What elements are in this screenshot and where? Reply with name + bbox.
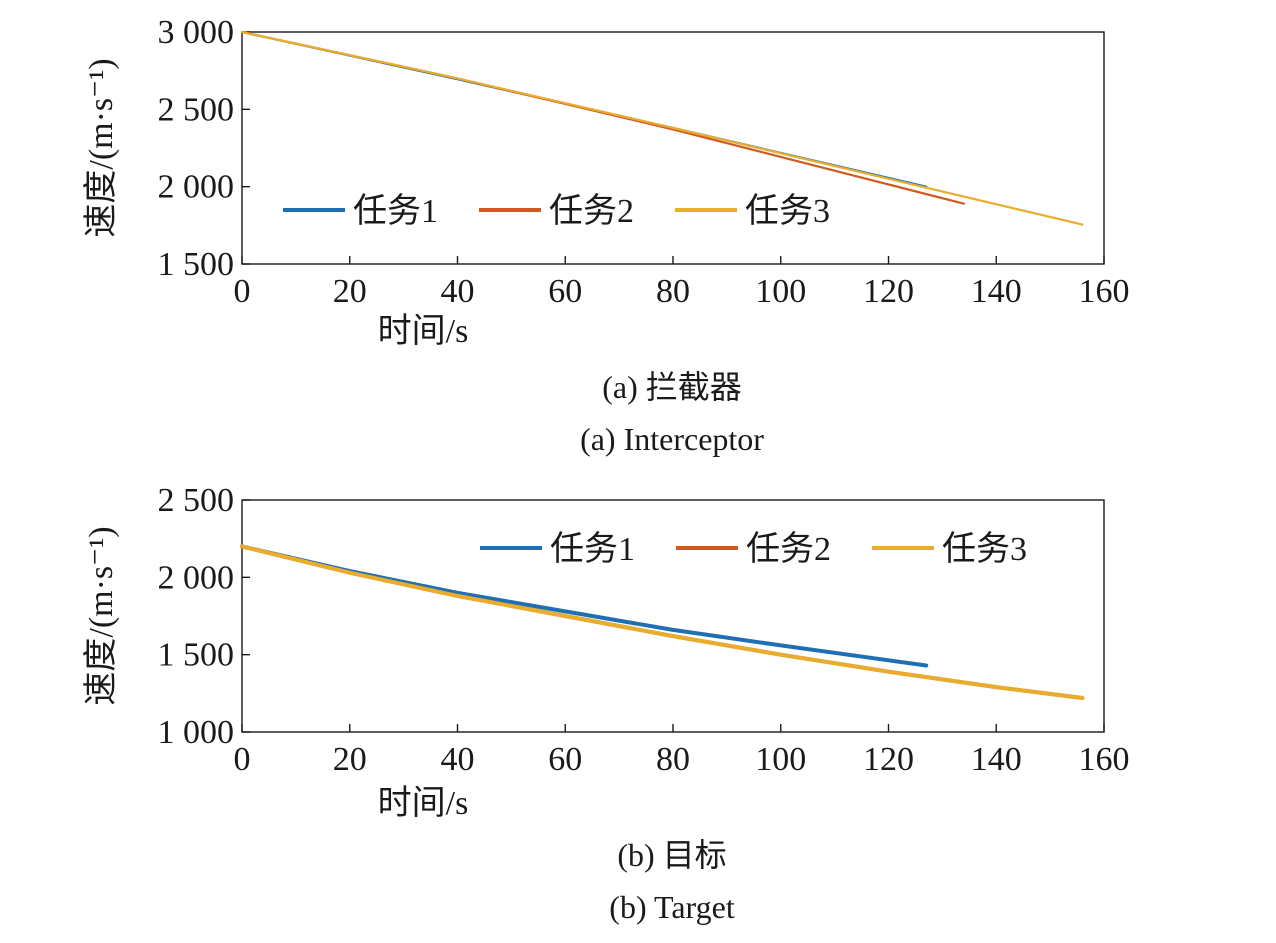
x-tick-label: 40 — [441, 273, 475, 310]
x-tick-label: 80 — [656, 741, 690, 778]
chart-target: 0 20 40 60 80 100 120 140 160 1 000 1 500 2 000 2 50… — [82, 482, 1130, 925]
caption-en: (a) Interceptor — [580, 421, 764, 457]
x-tick-label: 120 — [863, 741, 914, 778]
legend-label-1: 任务1 — [353, 192, 438, 230]
legend-label-2: 任务2 — [746, 530, 831, 568]
x-tick-label: 40 — [441, 741, 475, 778]
caption-cn: (b) 目标 — [617, 837, 726, 873]
y-tick-label: 3 000 — [158, 14, 235, 51]
caption-en: (b) Target — [609, 889, 735, 925]
x-axis-label: 时间/s — [378, 313, 469, 350]
x-tick-label: 120 — [863, 273, 914, 310]
x-tick-label: 80 — [656, 273, 690, 310]
y-tick-label: 2 000 — [158, 559, 235, 596]
x-tick-label: 100 — [755, 273, 806, 310]
x-tick-label: 140 — [971, 741, 1022, 778]
x-tick-label: 20 — [333, 273, 367, 310]
y-tick-label: 1 500 — [158, 246, 235, 283]
x-tick-label: 0 — [234, 273, 251, 310]
caption-cn: (a) 拦截器 — [602, 369, 742, 405]
series-line-3 — [240, 544, 1085, 700]
legend-label-3: 任务3 — [745, 192, 830, 230]
y-tick-label: 2 500 — [158, 482, 235, 519]
x-tick-label: 20 — [333, 741, 367, 778]
legend-label-3: 任务3 — [942, 530, 1027, 568]
series-line-2 — [240, 30, 966, 205]
legend-label-1: 任务1 — [550, 530, 635, 568]
x-tick-label: 160 — [1079, 273, 1130, 310]
x-tick-label: 60 — [548, 273, 582, 310]
y-axis-label: 速度/(m·s⁻¹) — [82, 58, 120, 237]
x-tick-label: 0 — [234, 741, 251, 778]
x-tick-label: 60 — [548, 741, 582, 778]
y-tick-label: 2 500 — [158, 91, 235, 128]
chart-interceptor: 0 20 40 60 80 100 120 140 160 1 500 2 000 2 500 3 00… — [82, 14, 1130, 457]
legend-label-2: 任务2 — [549, 192, 634, 230]
series-line-3 — [240, 30, 1084, 226]
x-tick-label: 140 — [971, 273, 1022, 310]
x-tick-label: 160 — [1079, 741, 1130, 778]
x-tick-label: 100 — [755, 741, 806, 778]
y-tick-label: 2 000 — [158, 169, 235, 206]
y-axis-label: 速度/(m·s⁻¹) — [82, 526, 120, 705]
y-tick-label: 1 500 — [158, 637, 235, 674]
x-axis-label: 时间/s — [378, 785, 469, 822]
series-line-2 — [240, 544, 1085, 700]
y-tick-label: 1 000 — [158, 714, 235, 751]
